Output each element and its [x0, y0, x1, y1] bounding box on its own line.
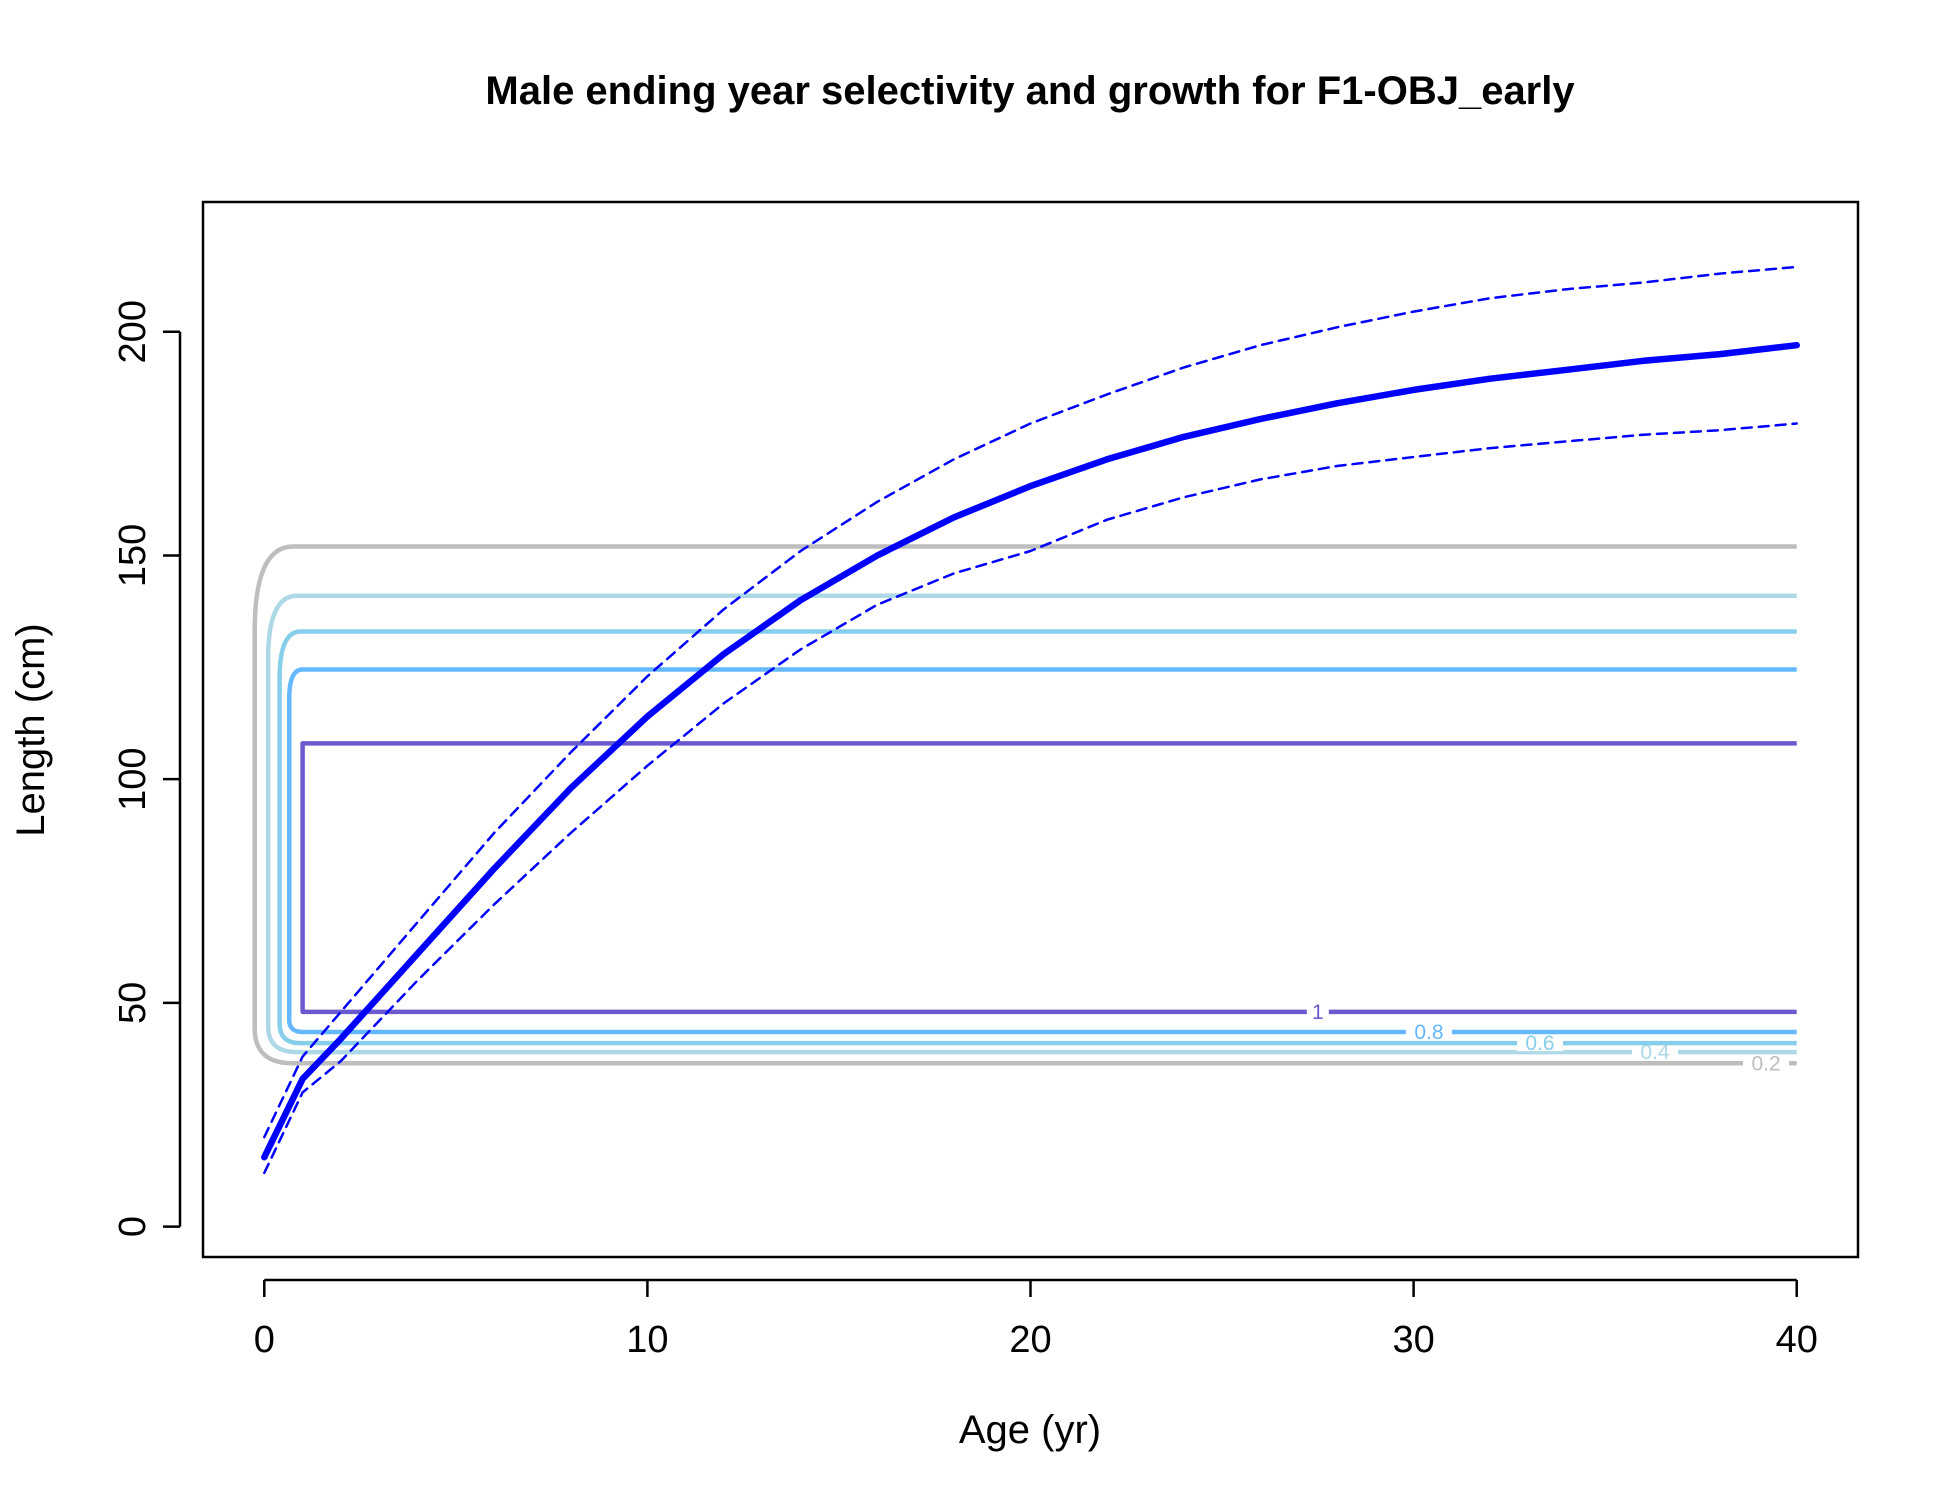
x-axis-label: Age (yr) — [959, 1408, 1101, 1452]
series-upper-interval — [263, 265, 1798, 1139]
series-mean-growth — [261, 341, 1800, 1161]
contour-label-1: 1 — [1312, 1001, 1324, 1024]
chart-title: Male ending year selectivity and growth … — [485, 69, 1575, 113]
x-tick-label: 30 — [1392, 1319, 1434, 1361]
y-axis-label: Length (cm) — [9, 623, 53, 836]
y-tick-label: 100 — [112, 747, 154, 810]
selectivity-contours: 0.2 0.4 0.6 0.8 1 — [252, 544, 1797, 1075]
growth-curves — [261, 265, 1800, 1175]
x-tick-label: 0 — [254, 1319, 275, 1361]
x-tick-label: 20 — [1009, 1319, 1051, 1361]
contour-label-0-2: 0.2 — [1751, 1052, 1780, 1075]
x-tick-label: 40 — [1776, 1319, 1818, 1361]
contour-label-gap — [1631, 1044, 1678, 1061]
contour-label-0-6: 0.6 — [1525, 1032, 1554, 1055]
contour-line-1 — [300, 741, 1797, 1015]
y-tick-label: 0 — [112, 1216, 154, 1237]
contour-line-0-4 — [265, 593, 1797, 1055]
contour-line-0-8 — [286, 667, 1797, 1035]
contour-label-gap — [1405, 1023, 1452, 1040]
plot-frame — [201, 200, 1860, 1259]
contour-label-0-8: 0.8 — [1414, 1021, 1443, 1044]
contour-label-gap — [1743, 1055, 1790, 1072]
contour-label-0-4: 0.4 — [1640, 1041, 1670, 1064]
y-tick-label: 200 — [112, 300, 154, 363]
series-lower-interval — [263, 422, 1798, 1175]
contour-line-0-2 — [252, 544, 1797, 1066]
y-tick-label: 50 — [112, 982, 154, 1024]
contour-label-gap — [1306, 1003, 1329, 1020]
axes: 0 10 20 30 40 0 50 100 150 200 — [112, 300, 1818, 1361]
x-tick-label: 10 — [626, 1319, 668, 1361]
contour-label-gap — [1517, 1035, 1564, 1052]
y-tick-label: 150 — [112, 524, 154, 587]
contour-line-0-6 — [277, 629, 1797, 1046]
